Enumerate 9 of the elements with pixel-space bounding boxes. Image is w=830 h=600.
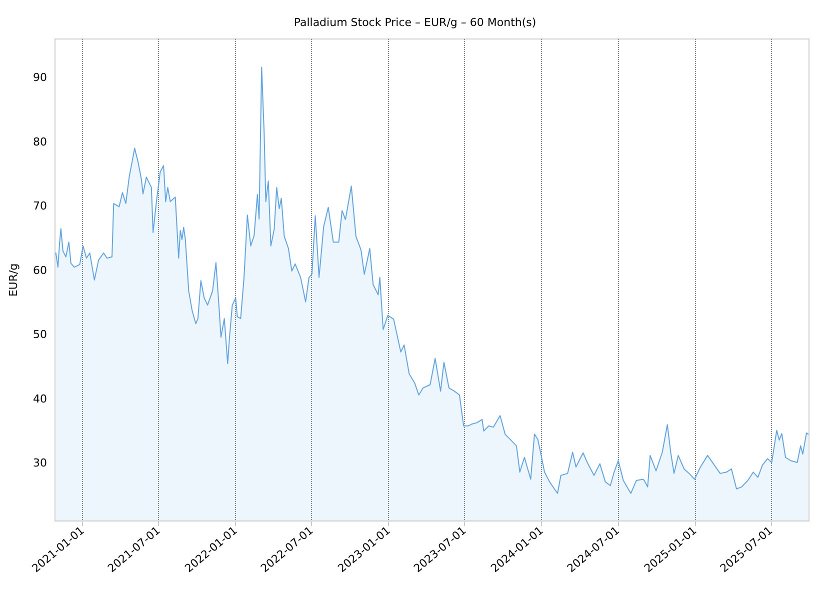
y-tick-label: 30 [33,456,47,470]
y-tick-label: 70 [33,200,47,213]
y-tick-label: 90 [33,71,47,84]
y-axis-title: EUR/g [7,263,20,297]
chart-title: Palladium Stock Price – EUR/g – 60 Month(s) [294,16,536,29]
y-tick-label: 60 [33,264,47,277]
y-tick-label: 80 [33,135,47,148]
y-tick-label: 40 [33,392,47,406]
y-tick-label: 50 [33,328,47,342]
